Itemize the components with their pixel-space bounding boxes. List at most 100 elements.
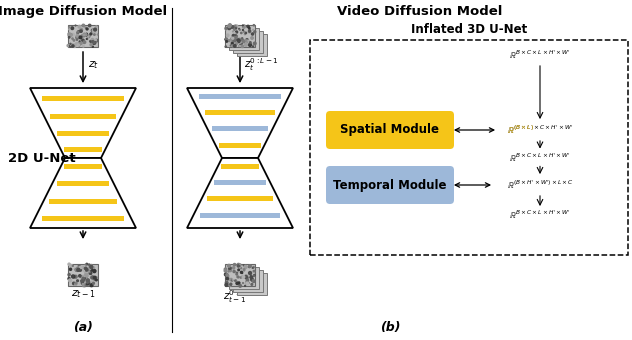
- Circle shape: [228, 27, 231, 30]
- Circle shape: [241, 43, 242, 44]
- Circle shape: [75, 25, 76, 26]
- Circle shape: [76, 36, 78, 39]
- Circle shape: [232, 45, 234, 47]
- Circle shape: [72, 38, 73, 39]
- Text: 2D U-Net: 2D U-Net: [8, 152, 76, 165]
- Circle shape: [253, 267, 254, 268]
- Circle shape: [87, 275, 88, 276]
- Text: $z_t^{0:L-1}$: $z_t^{0:L-1}$: [244, 56, 279, 73]
- FancyBboxPatch shape: [326, 111, 454, 149]
- Circle shape: [252, 280, 255, 283]
- Circle shape: [248, 40, 249, 41]
- Circle shape: [241, 38, 243, 39]
- Circle shape: [225, 38, 226, 40]
- Circle shape: [76, 280, 78, 282]
- Bar: [237, 273, 267, 295]
- Text: (b): (b): [380, 321, 400, 334]
- Circle shape: [224, 273, 227, 276]
- Circle shape: [74, 46, 76, 47]
- Circle shape: [85, 269, 88, 271]
- Circle shape: [85, 274, 88, 276]
- Circle shape: [245, 275, 247, 278]
- Circle shape: [79, 36, 82, 39]
- Circle shape: [252, 279, 253, 280]
- Circle shape: [248, 272, 252, 274]
- Circle shape: [90, 284, 93, 287]
- Circle shape: [85, 27, 86, 28]
- Circle shape: [231, 38, 233, 40]
- Circle shape: [90, 44, 92, 46]
- Circle shape: [85, 274, 88, 277]
- Circle shape: [72, 275, 75, 278]
- Bar: [212, 126, 268, 131]
- Circle shape: [71, 27, 73, 30]
- Circle shape: [240, 271, 243, 273]
- Circle shape: [241, 272, 243, 273]
- Circle shape: [92, 46, 94, 47]
- Bar: [221, 164, 259, 169]
- Circle shape: [243, 276, 245, 278]
- Circle shape: [87, 282, 89, 285]
- Circle shape: [75, 269, 76, 270]
- Circle shape: [85, 34, 87, 35]
- Circle shape: [246, 282, 248, 285]
- Circle shape: [94, 270, 95, 271]
- Circle shape: [243, 269, 245, 270]
- Circle shape: [90, 40, 91, 42]
- Bar: [207, 196, 272, 201]
- Circle shape: [70, 34, 72, 36]
- Circle shape: [234, 36, 237, 38]
- Circle shape: [238, 277, 239, 278]
- Circle shape: [240, 265, 241, 266]
- Circle shape: [81, 276, 83, 278]
- Circle shape: [83, 270, 85, 272]
- Circle shape: [228, 40, 230, 41]
- Circle shape: [83, 285, 84, 287]
- Bar: [225, 25, 255, 47]
- Bar: [42, 96, 124, 101]
- Circle shape: [252, 46, 253, 47]
- Circle shape: [78, 36, 79, 37]
- Circle shape: [85, 272, 87, 274]
- Circle shape: [82, 39, 84, 41]
- Circle shape: [247, 25, 249, 28]
- Circle shape: [231, 280, 233, 281]
- Circle shape: [225, 274, 227, 276]
- Circle shape: [250, 42, 251, 43]
- Circle shape: [68, 35, 69, 36]
- Circle shape: [249, 265, 252, 267]
- Circle shape: [89, 270, 91, 272]
- Circle shape: [253, 274, 255, 276]
- Circle shape: [79, 269, 82, 271]
- Circle shape: [89, 267, 90, 268]
- Circle shape: [69, 29, 70, 30]
- Circle shape: [77, 44, 80, 46]
- Bar: [214, 180, 265, 185]
- Circle shape: [252, 279, 253, 281]
- Text: $z_{t-1}$: $z_{t-1}$: [71, 288, 95, 300]
- Circle shape: [80, 266, 82, 269]
- Circle shape: [236, 273, 238, 275]
- Text: Image Diffusion Model: Image Diffusion Model: [0, 5, 167, 18]
- Circle shape: [250, 276, 253, 279]
- Circle shape: [92, 29, 95, 32]
- Circle shape: [85, 267, 87, 270]
- Circle shape: [225, 284, 228, 286]
- Circle shape: [78, 31, 80, 32]
- Circle shape: [68, 37, 70, 38]
- Circle shape: [245, 32, 246, 34]
- Circle shape: [237, 264, 240, 266]
- Circle shape: [231, 41, 233, 44]
- Circle shape: [76, 42, 78, 45]
- Circle shape: [73, 44, 75, 46]
- Circle shape: [245, 43, 248, 46]
- Circle shape: [95, 39, 98, 42]
- Circle shape: [235, 43, 237, 45]
- Circle shape: [229, 268, 230, 269]
- Circle shape: [248, 30, 251, 32]
- Bar: [233, 31, 263, 53]
- Polygon shape: [30, 158, 136, 228]
- Circle shape: [235, 280, 236, 281]
- Circle shape: [75, 269, 77, 270]
- Circle shape: [241, 39, 244, 41]
